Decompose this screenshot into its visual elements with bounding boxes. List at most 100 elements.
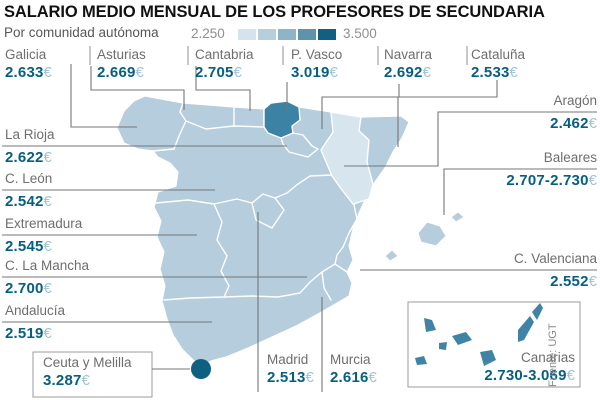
label-cataluna-currency: € [509, 64, 518, 81]
label-valenciana-currency: € [588, 273, 597, 290]
label-madrid: Madrid 2.513€ [267, 352, 314, 386]
label-cataluna: Cataluña 2.533€ [471, 47, 525, 81]
label-aragon-name: Aragón [553, 93, 597, 108]
label-castilla-leon-currency: € [43, 193, 52, 210]
leader-lines [2, 46, 597, 392]
label-ceuta-melilla-value: 3.287 [43, 372, 82, 389]
leader-cantabria [195, 66, 251, 111]
legend-max-value: 3.500 [343, 26, 377, 41]
label-valenciana: C. Valenciana 2.552€ [514, 251, 597, 290]
label-extremadura-name: Extremadura [5, 216, 83, 231]
label-navarra-value: 2.692 [384, 64, 423, 81]
label-la-rioja-value: 2.622 [5, 149, 44, 166]
legend-swatch-1 [238, 29, 256, 40]
label-ceuta-melilla-name: Ceuta y Melilla [43, 355, 132, 370]
label-cantabria-currency: € [233, 64, 242, 81]
legend-swatch-4 [298, 29, 316, 40]
label-pais-vasco-name: P. Vasco [291, 47, 343, 62]
map-region-pais-vasco [263, 100, 301, 139]
map-region-canarias [415, 303, 543, 366]
label-asturias-name: Asturias [97, 47, 146, 62]
label-navarra-currency: € [422, 64, 431, 81]
label-cataluna-value: 2.533 [471, 64, 510, 81]
label-extremadura-value: 2.545 [5, 238, 44, 255]
label-galicia-currency: € [43, 64, 52, 81]
label-asturias: Asturias 2.669€ [97, 47, 146, 81]
label-pais-vasco-value: 3.019 [291, 64, 330, 81]
map-region-la-rioja [280, 132, 319, 158]
label-andalucia-currency: € [43, 325, 52, 342]
label-cantabria-value: 2.705 [195, 64, 234, 81]
label-castilla-leon-value: 2.542 [5, 193, 44, 210]
label-navarra: Navarra 2.692€ [384, 47, 432, 81]
ceuta-melilla-marker [191, 359, 211, 379]
label-la-rioja-name: La Rioja [5, 127, 55, 142]
leader-navarra [321, 84, 400, 129]
legend-swatch-2 [258, 29, 276, 40]
label-pais-vasco: P. Vasco 3.019€ [291, 47, 342, 81]
label-baleares: Baleares 2.707-2.730€ [506, 150, 597, 189]
region-borders [152, 102, 374, 301]
leader-cataluna [397, 80, 498, 147]
label-madrid-value: 2.513 [267, 369, 306, 386]
label-cantabria-name: Cantabria [195, 47, 254, 62]
label-valenciana-value: 2.552 [550, 273, 589, 290]
label-la-mancha: C. La Mancha 2.700€ [5, 258, 89, 297]
label-murcia: Murcia 2.616€ [330, 352, 377, 386]
label-ceuta-melilla: Ceuta y Melilla 3.287€ [43, 355, 132, 389]
map-region-aragon [320, 111, 374, 205]
label-cantabria: Cantabria 2.705€ [195, 47, 254, 81]
leader-galicia [70, 64, 137, 128]
label-aragon-value: 2.462 [550, 115, 589, 132]
label-madrid-name: Madrid [267, 352, 309, 367]
label-galicia: Galicia 2.633€ [5, 47, 52, 81]
island-menorca [450, 211, 465, 223]
ceuta-melilla-label-box [32, 351, 153, 398]
label-castilla-leon-name: C. León [5, 171, 53, 186]
label-andalucia-value: 2.519 [5, 325, 44, 342]
legend-color-ramp [238, 29, 336, 40]
page-title: SALARIO MEDIO MENSUAL DE LOS PROFESORES … [4, 3, 545, 21]
label-madrid-currency: € [305, 369, 314, 386]
label-galicia-name: Galicia [5, 47, 47, 62]
leader-aragon [344, 111, 597, 167]
label-canarias-currency: € [566, 367, 575, 384]
label-canarias-value: 2.730-3.069 [484, 367, 567, 384]
label-asturias-currency: € [135, 64, 144, 81]
label-canarias-name: Canarias [520, 350, 575, 365]
island-lanzarote [532, 303, 543, 320]
label-galicia-value: 2.633 [5, 64, 44, 81]
label-extremadura-currency: € [43, 238, 52, 255]
label-castilla-leon: C. León 2.542€ [5, 171, 52, 210]
label-la-rioja: La Rioja 2.622€ [5, 127, 55, 166]
label-valenciana-name: C. Valenciana [513, 251, 597, 266]
island-el-hierro [415, 356, 427, 365]
subtitle: Por comunidad autónoma [4, 25, 159, 40]
label-baleares-currency: € [588, 172, 597, 189]
label-ceuta-melilla-currency: € [81, 372, 90, 389]
label-asturias-value: 2.669 [97, 64, 136, 81]
label-la-mancha-value: 2.700 [5, 280, 44, 297]
legend-swatch-3 [278, 29, 296, 40]
island-la-gomera [439, 342, 447, 350]
label-la-mancha-name: C. La Mancha [5, 258, 90, 273]
legend-swatch-5 [318, 29, 336, 40]
legend-min-value: 2.250 [191, 26, 225, 41]
label-aragon-currency: € [588, 115, 597, 132]
label-cataluna-name: Cataluña [471, 47, 526, 62]
canarias-inset-box [407, 301, 581, 388]
label-canarias: Canarias 2.730-3.069€ [484, 350, 575, 384]
label-aragon: Aragón 2.462€ [550, 93, 597, 132]
island-fuerteventura [518, 316, 534, 342]
label-andalucia: Andalucía 2.519€ [5, 303, 65, 342]
leader-baleares [443, 168, 597, 215]
leader-asturias [90, 66, 185, 110]
label-baleares-value: 2.707-2.730 [506, 172, 589, 189]
label-baleares-name: Baleares [543, 150, 597, 165]
label-murcia-name: Murcia [330, 352, 371, 367]
label-murcia-currency: € [368, 369, 377, 386]
top-label-separators [89, 46, 468, 65]
island-ibiza [384, 249, 399, 262]
label-extremadura: Extremadura 2.545€ [5, 216, 82, 255]
